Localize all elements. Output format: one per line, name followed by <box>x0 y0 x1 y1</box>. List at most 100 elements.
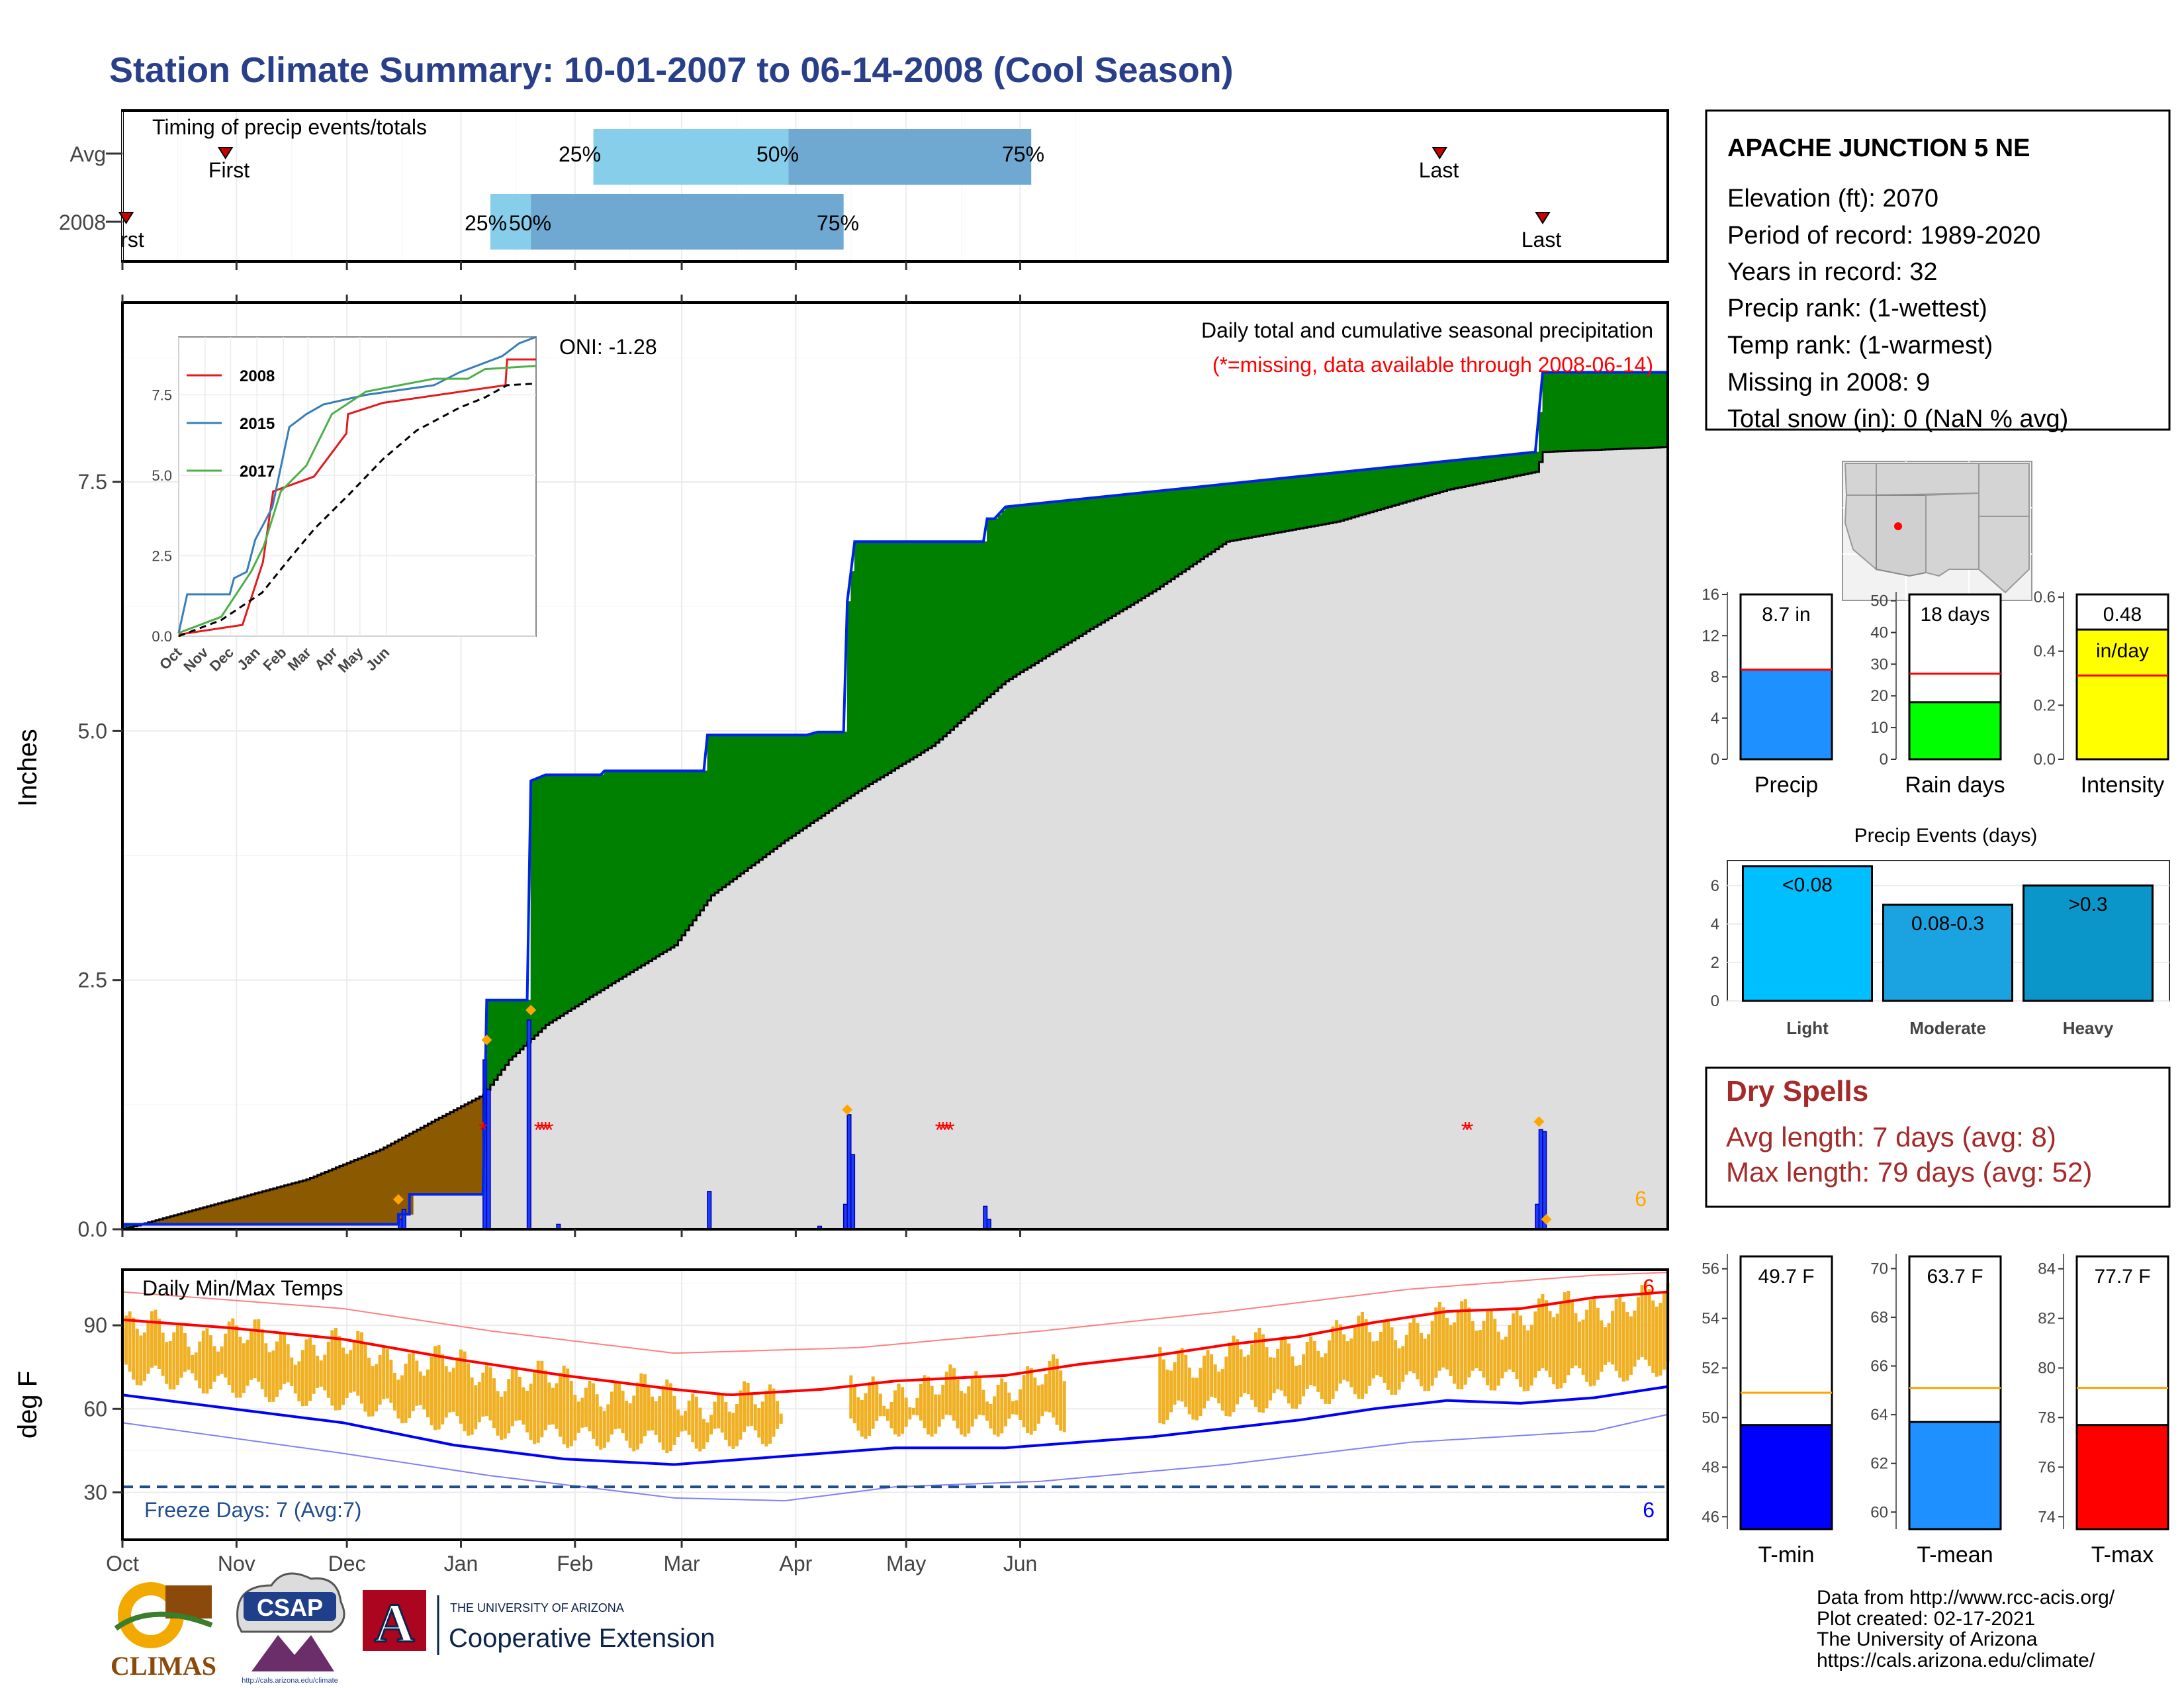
temp-y-tick-label: 64 <box>1870 1406 1888 1424</box>
csap-wordmark: CSAP <box>257 1594 323 1621</box>
station-years: Years in record: 32 <box>1727 258 1938 286</box>
month-x-tick-label: Jan <box>444 1552 478 1575</box>
event-diamond-icon <box>481 1034 492 1045</box>
missing-day-marker: * <box>935 1117 944 1143</box>
quartile-bar-50-75 <box>531 194 844 250</box>
temp-value-label: 63.7 F <box>1927 1266 1983 1288</box>
record-tmax-line <box>122 1272 1668 1354</box>
climas-wordmark: CLIMAS <box>111 1651 216 1681</box>
avg-tmin-line <box>122 1385 1668 1466</box>
freeze-days-label: Freeze Days: 7 (Avg:7) <box>144 1498 361 1522</box>
avg-last-label: Last <box>1419 158 1459 182</box>
summary-category-label: Precip <box>1754 773 1818 798</box>
daily-precip-bar <box>846 1114 852 1230</box>
temp-y-tick-label: 60 <box>83 1397 107 1421</box>
summary-y-tick-label: 0.2 <box>2034 696 2056 714</box>
daily-precip-bar <box>986 1219 991 1230</box>
temp-y-tick-label: 80 <box>2038 1360 2056 1378</box>
events-bar-label: 0.08-0.3 <box>1911 913 1984 935</box>
timing-marker-icon <box>118 212 134 224</box>
precip-panel: * **** **** ** Inches Daily total and cumul… <box>13 295 1669 1241</box>
summary-y-tick-label: 30 <box>1870 655 1888 673</box>
ua-block-a-icon <box>363 1590 426 1651</box>
temp-count-top: 6 <box>1643 1275 1655 1299</box>
station-temp-rank: Temp rank: (1-warmest) <box>1727 332 1993 359</box>
avg-q50-label: 50% <box>756 142 799 166</box>
inset-legend-label: 2015 <box>240 415 275 433</box>
timing-row-avg-label: Avg <box>69 142 106 166</box>
summary-y-tick-label: 20 <box>1870 687 1888 705</box>
temp-panel-frame <box>121 1268 1669 1541</box>
temp-category-label: T-min <box>1758 1542 1815 1568</box>
event-diamond-icon <box>842 1104 853 1115</box>
month-x-tick-label: Oct <box>106 1552 139 1575</box>
avg-tmax-line <box>122 1290 1668 1396</box>
missing-day-marker: * <box>534 1117 543 1143</box>
month-x-tick-label: May <box>886 1552 926 1575</box>
temp-panel: deg F Daily Min/Max Temps Freeze Days: 7… <box>13 1268 1670 1575</box>
footer-url: https://cals.arizona.edu/climate/ <box>1817 1650 2095 1671</box>
station-precip-rank: Precip rank: (1-wettest) <box>1727 295 1987 322</box>
inset-y-tick-label: 7.5 <box>152 387 172 403</box>
temp-y-tick-label: 56 <box>1702 1260 1719 1278</box>
daily-precip-bar <box>1535 1203 1540 1230</box>
temp-value-label: 49.7 F <box>1758 1266 1814 1288</box>
missing-day-marker: * <box>545 1117 553 1143</box>
precip-events-chart: Precip Events (days) 0 2 4 6 <0.08 Light 0.08-… <box>1711 825 2170 1038</box>
station-missing: Missing in 2008: 9 <box>1727 369 1930 397</box>
precip-y-label: Inches <box>13 729 42 807</box>
csap-mountain-icon <box>251 1635 334 1671</box>
ua-cooperative-extension-logo: A THE UNIVERSITY OF ARIZONA Cooperative … <box>363 1590 715 1656</box>
temp-y-tick-label: 60 <box>1870 1503 1888 1521</box>
temp-y-label: deg F <box>13 1371 42 1438</box>
event-diamond-icon <box>1541 1213 1552 1225</box>
summary-y-tick-label: 12 <box>1702 627 1719 645</box>
temp-y-tick-label: 66 <box>1870 1358 1888 1376</box>
daily-precip-bar <box>707 1191 712 1230</box>
precip-subtitle: Daily total and cumulative seasonal prec… <box>1201 318 1653 342</box>
month-x-tick-label: Nov <box>218 1552 255 1575</box>
missing-day-marker: * <box>537 1117 546 1143</box>
summary-y-tick-label: 0 <box>1711 751 1719 769</box>
timing-title: Timing of precip events/totals <box>152 115 427 139</box>
missing-day-marker: * <box>938 1117 947 1143</box>
avg-q75-label: 75% <box>1002 142 1044 166</box>
inset-y-tick-label: 2.5 <box>152 547 172 564</box>
missing-day-marker: * <box>946 1117 954 1143</box>
month-x-tick-label: Mar <box>663 1552 700 1575</box>
daily-precip-bar <box>526 1019 531 1230</box>
temp-y-tick-label: 74 <box>2038 1508 2056 1526</box>
events-category-label: Heavy <box>2063 1018 2114 1038</box>
temp-y-tick-label: 48 <box>1702 1458 1719 1476</box>
summary-value-label: 0.48 <box>2103 604 2142 626</box>
temp-y-tick-label: 76 <box>2038 1458 2056 1476</box>
y2008-q25-label: 25% <box>465 211 507 235</box>
inset-series-line-2017 <box>178 365 537 634</box>
map-state-tx <box>1978 516 2030 594</box>
average-cumulative-line <box>122 446 1669 1231</box>
events-bar-heavy <box>2023 884 2154 1002</box>
locator-map <box>1842 461 2032 601</box>
summary-sub-label: in/day <box>2096 640 2149 662</box>
precip-y-tick-label: 5.0 <box>78 719 107 743</box>
month-x-tick-label: Dec <box>328 1552 366 1575</box>
station-elevation: Elevation (ft): 2070 <box>1727 185 1938 212</box>
temp-value-bar <box>1739 1424 1833 1530</box>
temp-y-tick-label: 68 <box>1870 1309 1888 1327</box>
temp-y-tick-label: 46 <box>1702 1508 1719 1526</box>
map-state-east <box>1978 463 2030 517</box>
events-bar-moderate <box>1882 904 2013 1002</box>
ua-extension-text: Cooperative Extension <box>449 1624 715 1653</box>
summary-category-label: Intensity <box>2081 773 2165 798</box>
dry-spells-max: Max length: 79 days (avg: 52) <box>1726 1156 2092 1188</box>
precip-y-tick-label: 0.0 <box>78 1217 107 1241</box>
inset-chart: 0.02.55.07.5OctNovDecJanFebMarAprMayJun … <box>152 336 537 676</box>
missing-day-marker: * <box>942 1117 951 1143</box>
station-info-box: APACHE JUNCTION 5 NE Elevation (ft): 207… <box>1705 109 2171 433</box>
timing-row-2008-label: 2008 <box>59 211 106 234</box>
ua-small-text: THE UNIVERSITY OF ARIZONA <box>450 1601 624 1615</box>
daily-precip-bar <box>1538 1129 1543 1230</box>
precip-events-title: Precip Events (days) <box>1854 825 2038 847</box>
temp-y-tick-label: 54 <box>1702 1310 1719 1328</box>
